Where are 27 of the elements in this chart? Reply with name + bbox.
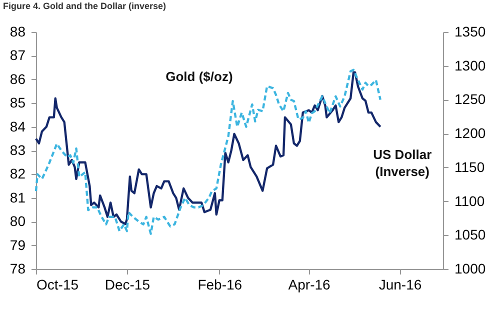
y2-tick-label: 1350 [454,24,486,40]
series-label: Gold ($/oz) [166,69,233,84]
y-tick-label: 83 [10,142,26,158]
y-tick-label: 81 [10,189,26,206]
y-tick-label: 84 [10,118,26,134]
y-tick-label: 87 [10,47,26,64]
x-tick-label: Feb-16 [198,276,242,292]
y2-tick-label: 1250 [454,91,486,108]
y-tick-label: 88 [10,24,26,40]
x-tick-label: Dec-15 [104,276,150,292]
y-tick-label: 79 [10,236,26,253]
chart-title: Figure 4. Gold and the Dollar (inverse) [3,1,166,11]
x-tick-label: Jun-16 [378,276,422,292]
y2-tick-label: 1300 [454,57,486,74]
y2-tick-label: 1050 [454,226,486,243]
y-tick-label: 78 [10,260,26,276]
series-label: US Dollar (Inverse) [373,146,432,179]
y-tick-label: 80 [10,213,26,230]
y2-tick-label: 1100 [454,192,485,209]
x-tick-label: Oct-15 [36,276,79,292]
y2-tick-label: 1150 [454,158,485,175]
y2-tick-label: 1000 [454,260,486,276]
y-tick-label: 86 [10,70,26,87]
y-tick-label: 85 [10,94,26,111]
x-tick-label: Apr-16 [288,276,331,292]
y-tick-label: 82 [10,166,26,182]
y2-tick-label: 1200 [454,125,486,142]
